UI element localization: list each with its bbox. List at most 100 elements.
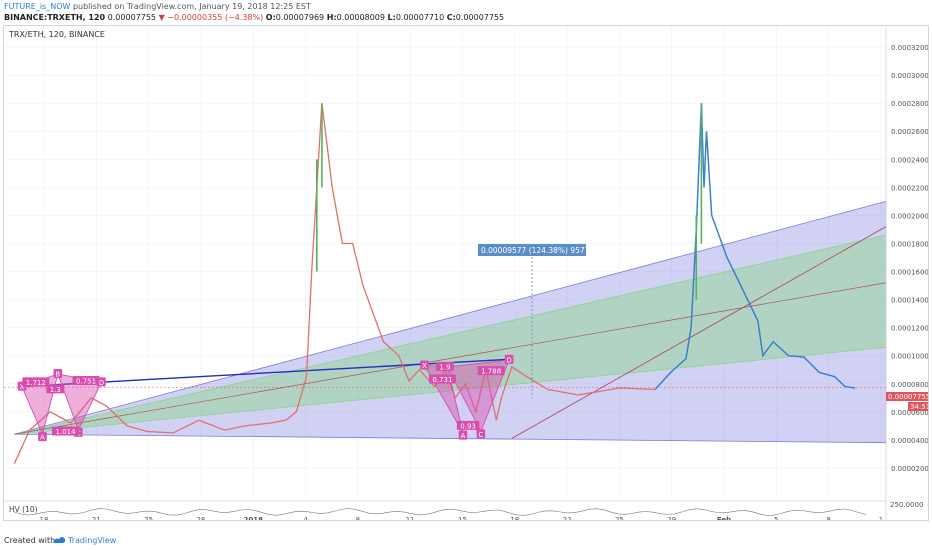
y-tick-label: 0.00002000 bbox=[891, 465, 928, 473]
x-tick-label: 25 bbox=[144, 516, 153, 520]
created-with-text: Created with bbox=[4, 536, 56, 545]
x-tick-label: 2018 bbox=[244, 516, 264, 520]
pattern-label: X bbox=[420, 360, 429, 370]
pattern-label-text: 0.731 bbox=[432, 376, 452, 384]
pane-title: TRX/ETH, 120, BINANCE bbox=[8, 30, 105, 39]
price-series-line bbox=[654, 103, 856, 390]
x-tick-label: 4 bbox=[303, 516, 308, 520]
pattern-label: 1.014 bbox=[52, 426, 80, 436]
pattern-label-text: 0.751 bbox=[76, 377, 96, 385]
pattern-label: A bbox=[458, 430, 468, 440]
pattern-label: A bbox=[38, 432, 47, 442]
close-value: 0.00007755 bbox=[455, 13, 505, 22]
pattern-label: 0.731 bbox=[428, 374, 456, 384]
low-label: L: bbox=[387, 13, 396, 22]
author-link[interactable]: FUTURE_is_NOW bbox=[4, 2, 71, 11]
measure-tool[interactable]: 0.00009577 (124.38%) 9577 bbox=[478, 244, 590, 398]
pattern-label-bg bbox=[46, 384, 65, 394]
pattern-label-text: D bbox=[99, 379, 104, 387]
countdown-label: 34:51 bbox=[910, 403, 928, 411]
publish-text: published on TradingView.com, January 19… bbox=[72, 2, 311, 11]
close-label: C: bbox=[446, 13, 456, 22]
x-tick-label: 22 bbox=[563, 516, 572, 520]
x-tick-label: 21 bbox=[92, 516, 101, 520]
pattern-label-text: 1.788 bbox=[481, 368, 501, 376]
pattern-label-text: 1.014 bbox=[56, 428, 77, 436]
pattern-label: 0.93 bbox=[456, 420, 480, 430]
x-tick-label: 8 bbox=[826, 516, 830, 520]
tradingview-link[interactable]: TradingView bbox=[68, 536, 117, 545]
pattern-label-bg bbox=[458, 430, 468, 440]
pattern-label-bg bbox=[436, 361, 454, 371]
x-tick-label: 5 bbox=[774, 516, 778, 520]
pattern-label-bg bbox=[420, 360, 429, 370]
pattern-label: C bbox=[476, 429, 486, 439]
chart-frame[interactable]: XABCD1.7120.7511.0141.3XABCD0.7311.7880.… bbox=[3, 25, 929, 521]
pattern-label-text: A bbox=[40, 434, 45, 442]
pattern-label-bg bbox=[476, 429, 486, 439]
pattern-label: B bbox=[53, 368, 63, 378]
pattern-label-text: 1.712 bbox=[26, 379, 46, 387]
pattern-label-text: X bbox=[20, 383, 25, 391]
fan-median-line bbox=[14, 282, 887, 435]
x-tick-label: 1 bbox=[879, 516, 883, 520]
pattern-label-text: C bbox=[478, 431, 483, 439]
open-label: O: bbox=[265, 13, 276, 22]
high-value: 0.00008009 bbox=[336, 13, 385, 22]
x-tick-label: 25 bbox=[615, 516, 624, 520]
price-series-candles bbox=[13, 103, 672, 464]
pattern-label-bg bbox=[456, 420, 480, 430]
pattern-label-bg bbox=[72, 375, 100, 385]
pattern-label: 0.751 bbox=[72, 375, 100, 385]
publish-info: FUTURE_is_NOW published on TradingView.c… bbox=[4, 2, 311, 11]
trend-line bbox=[511, 226, 887, 439]
pattern-label-text: 1.3 bbox=[50, 386, 61, 394]
pattern-label: D bbox=[504, 354, 514, 364]
pattern-label-bg bbox=[477, 366, 505, 376]
pattern-label-text: 0.93 bbox=[460, 422, 476, 430]
pattern-label: 1.788 bbox=[477, 366, 505, 376]
low-value: 0.00007710 bbox=[395, 13, 445, 22]
x-tick-label: 15 bbox=[458, 516, 467, 520]
pattern-label-bg bbox=[428, 374, 456, 384]
current-price-label: 0.00007755 bbox=[888, 393, 928, 401]
x-tick-label: 28 bbox=[196, 516, 205, 520]
pattern-label-bg bbox=[504, 354, 514, 364]
indicator-axis-label: 250.0000 bbox=[890, 501, 923, 509]
price-chart[interactable]: XABCD1.7120.7511.0141.3XABCD0.7311.7880.… bbox=[4, 26, 928, 520]
down-arrow-icon: ▼ bbox=[158, 13, 165, 22]
price-change: −0.00000355 (−4.38%) bbox=[167, 13, 264, 22]
tradingview-logo-icon bbox=[53, 537, 66, 543]
x-tick-label: 18 bbox=[510, 516, 519, 520]
pattern-label-text: 1.9 bbox=[439, 363, 450, 371]
pattern-label-bg bbox=[22, 377, 50, 387]
x-tick-label: 11 bbox=[406, 516, 415, 520]
open-value: 0.00007969 bbox=[275, 13, 325, 22]
footer: Created with TradingView bbox=[0, 531, 932, 550]
last-price: 0.00007755 bbox=[107, 13, 157, 22]
indicator-label: HV (10) bbox=[9, 505, 38, 514]
x-tick-label: 29 bbox=[667, 516, 676, 520]
high-label: H: bbox=[326, 13, 337, 22]
pattern-label-bg bbox=[52, 426, 80, 436]
symbol-label: BINANCE:TRXETH, 120 bbox=[4, 13, 106, 22]
indicator-pane: HV (10) 250.0000 bbox=[4, 500, 923, 516]
price-tag: 0.00007755 34:51 bbox=[886, 392, 928, 411]
pattern-label-bg bbox=[38, 432, 47, 442]
pattern-label: 1.9 bbox=[436, 361, 454, 371]
hv-line bbox=[13, 508, 867, 516]
pattern-label: 1.712 bbox=[22, 377, 50, 387]
